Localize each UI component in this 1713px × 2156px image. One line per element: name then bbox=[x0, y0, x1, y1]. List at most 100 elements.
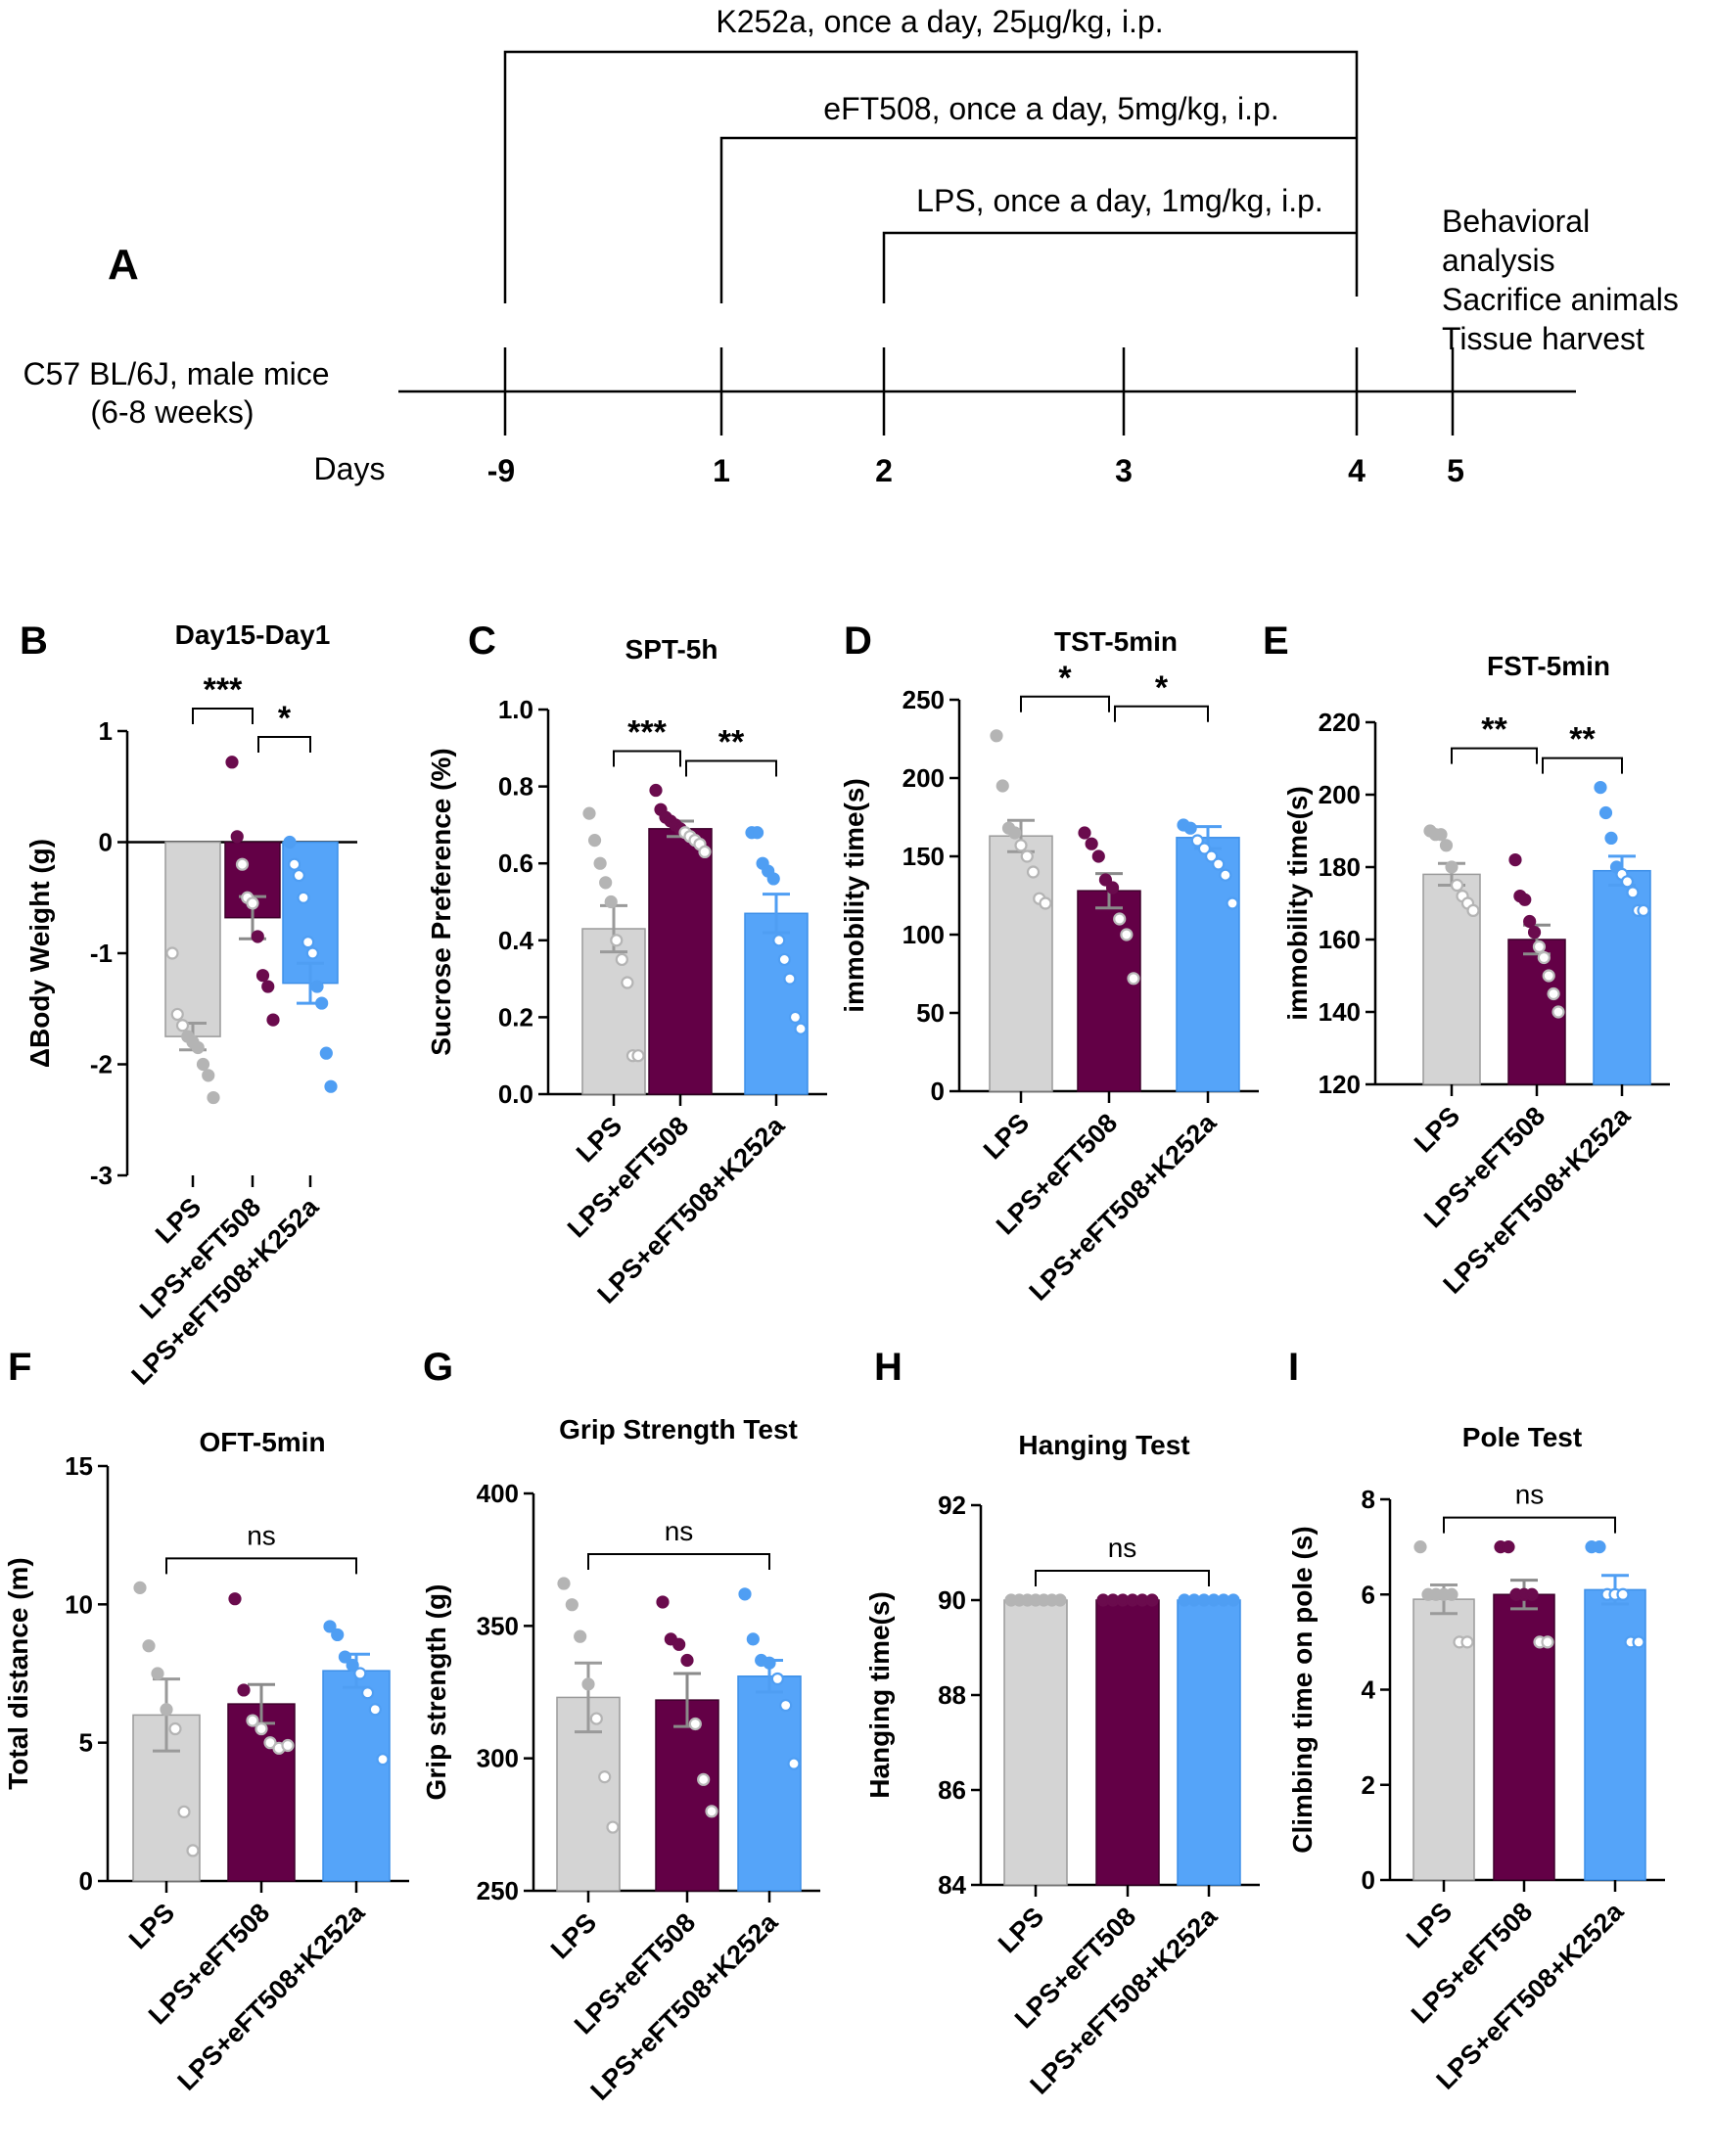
significance-label: ** bbox=[1481, 711, 1507, 749]
data-point bbox=[656, 1595, 670, 1609]
data-point bbox=[315, 996, 329, 1010]
y-tick-label: 86 bbox=[938, 1775, 966, 1805]
bar-lps-eft508-k252a bbox=[282, 841, 339, 985]
y-axis-label: Hanging time(s) bbox=[864, 1591, 895, 1799]
chart-title: OFT-5min bbox=[199, 1427, 325, 1457]
chart-title: Hanging Test bbox=[1018, 1430, 1189, 1460]
y-tick-label: 220 bbox=[1319, 708, 1361, 737]
y-axis-label: ΔBody Weight (g) bbox=[24, 839, 55, 1068]
x-tick-label: LPS bbox=[1401, 1897, 1458, 1953]
data-point bbox=[1620, 875, 1635, 889]
bar-lps-eft508-k252a bbox=[322, 1670, 391, 1882]
panel-label-h: H bbox=[874, 1346, 903, 1389]
data-point bbox=[170, 1007, 184, 1022]
y-tick-label: 8 bbox=[1362, 1485, 1375, 1514]
data-point bbox=[177, 1805, 191, 1818]
data-point bbox=[1413, 1540, 1427, 1554]
y-tick-label: 140 bbox=[1319, 997, 1361, 1027]
bar-lps-eft508-k252a bbox=[1593, 869, 1651, 1085]
chart-panel-d: D TST-5min immobility time(s) 0 50 100 150 200 2… bbox=[839, 619, 1259, 1307]
significance-label: ns bbox=[665, 1516, 694, 1546]
y-tick-label: 350 bbox=[477, 1611, 519, 1640]
y-tick-label: 0 bbox=[79, 1866, 93, 1896]
y-tick-label: 4 bbox=[1362, 1675, 1376, 1705]
y-axis-label: Sucrose Preference (%) bbox=[426, 748, 456, 1055]
data-point bbox=[1014, 839, 1028, 852]
significance-bracket bbox=[587, 1553, 770, 1571]
data-point bbox=[604, 895, 618, 909]
data-point bbox=[1547, 986, 1560, 1001]
data-point bbox=[582, 806, 596, 820]
k252a-bracket bbox=[503, 50, 1359, 303]
data-point bbox=[1091, 849, 1105, 863]
chart-panel-f: F OFT-5min Total distance (m) 0 5 10 15 LPSLPS+… bbox=[3, 1346, 409, 2096]
data-point bbox=[1434, 828, 1448, 842]
data-point bbox=[292, 868, 305, 883]
data-point bbox=[237, 1683, 251, 1697]
y-tick-label: 150 bbox=[903, 842, 945, 871]
data-point bbox=[783, 972, 797, 986]
timeline-panel: A C57 BL/6J, male mice (6-8 weeks) Days … bbox=[23, 4, 1678, 488]
day-label-5: 5 bbox=[1447, 453, 1464, 488]
panel-label-b: B bbox=[20, 619, 48, 663]
significance-label: ** bbox=[1569, 721, 1596, 758]
chart-panel-i: I Pole Test Climbing time on pole (s) 0 2 4 6 8… bbox=[1287, 1346, 1665, 2095]
x-tick-label: LPS bbox=[978, 1108, 1035, 1165]
data-point bbox=[1626, 886, 1640, 899]
data-point bbox=[772, 934, 786, 947]
data-point bbox=[186, 1844, 200, 1858]
bar-lps-eft508 bbox=[1095, 1599, 1160, 1886]
bar-lps-eft508-k252a bbox=[737, 1675, 802, 1892]
x-tick-label: LPS bbox=[571, 1111, 627, 1168]
significance-label: ns bbox=[1108, 1533, 1137, 1563]
data-point bbox=[1450, 878, 1464, 893]
data-point bbox=[1616, 1587, 1630, 1601]
endpoint-line-3: Sacrifice animals bbox=[1442, 282, 1679, 317]
y-tick-label: 0.0 bbox=[498, 1079, 533, 1109]
bar-lps-eft508 bbox=[655, 1699, 719, 1892]
data-point bbox=[251, 930, 264, 943]
y-tick-label: 0.2 bbox=[498, 1002, 533, 1032]
data-point bbox=[770, 1672, 784, 1686]
data-point bbox=[1020, 849, 1034, 863]
data-point bbox=[360, 1686, 375, 1700]
data-point bbox=[1197, 842, 1212, 855]
chart-title: Pole Test bbox=[1462, 1422, 1582, 1452]
data-point bbox=[1632, 1635, 1645, 1649]
data-point bbox=[1604, 831, 1618, 846]
data-point bbox=[305, 946, 319, 960]
significance-bracket bbox=[1020, 695, 1110, 712]
data-point bbox=[779, 1698, 793, 1713]
lps-label: LPS, once a day, 1mg/kg, i.p. bbox=[916, 183, 1323, 218]
day-label--9: -9 bbox=[487, 453, 515, 488]
data-point bbox=[589, 1712, 603, 1725]
x-tick-label: LPS bbox=[545, 1907, 602, 1964]
y-tick-label: 180 bbox=[1319, 852, 1361, 882]
data-point bbox=[133, 1581, 147, 1594]
y-tick-label: 0.4 bbox=[498, 926, 534, 955]
data-point bbox=[1542, 969, 1555, 983]
data-point bbox=[995, 779, 1009, 793]
subject-line-2: (6-8 weeks) bbox=[90, 394, 254, 430]
data-point bbox=[777, 952, 791, 967]
y-tick-label: 120 bbox=[1319, 1070, 1361, 1099]
data-point bbox=[649, 783, 663, 798]
data-point bbox=[1226, 896, 1239, 910]
chart-title: TST-5min bbox=[1054, 626, 1178, 657]
data-point bbox=[263, 1736, 277, 1750]
chart-title: Day15-Day1 bbox=[175, 619, 331, 650]
significance-label: * bbox=[1155, 669, 1169, 707]
y-tick-label: 0 bbox=[99, 828, 113, 857]
data-point bbox=[142, 1639, 156, 1653]
bar-lps-eft508-k252a bbox=[1584, 1588, 1646, 1881]
data-point bbox=[266, 1013, 280, 1027]
significance-bracket bbox=[192, 708, 254, 724]
y-tick-label: 250 bbox=[903, 685, 945, 714]
significance-bracket bbox=[1035, 1570, 1210, 1586]
data-point bbox=[705, 1805, 718, 1818]
data-point bbox=[310, 980, 324, 993]
data-point bbox=[191, 1040, 205, 1055]
y-tick-label: 250 bbox=[477, 1876, 519, 1905]
